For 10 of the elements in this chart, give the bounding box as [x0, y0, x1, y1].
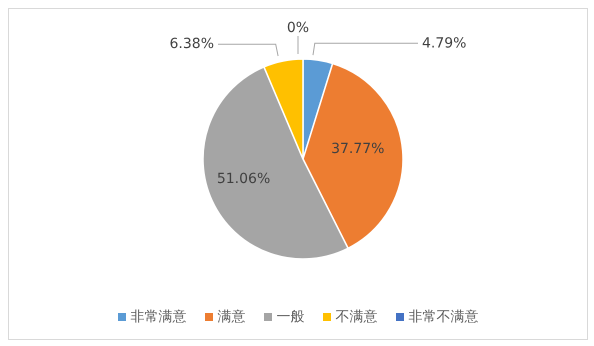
data-label: 4.79%: [422, 35, 466, 52]
data-label: 51.06%: [216, 171, 270, 188]
legend-label: 非常不满意: [408, 308, 478, 326]
data-label: 37.77%: [331, 141, 384, 158]
legend-label: 满意: [218, 308, 246, 326]
legend-label: 不满意: [336, 308, 378, 326]
data-label: 6.38%: [170, 36, 214, 52]
legend-label: 非常满意: [130, 308, 186, 326]
text: 0%: [286, 20, 310, 36]
legend-label: 一般: [276, 308, 304, 326]
